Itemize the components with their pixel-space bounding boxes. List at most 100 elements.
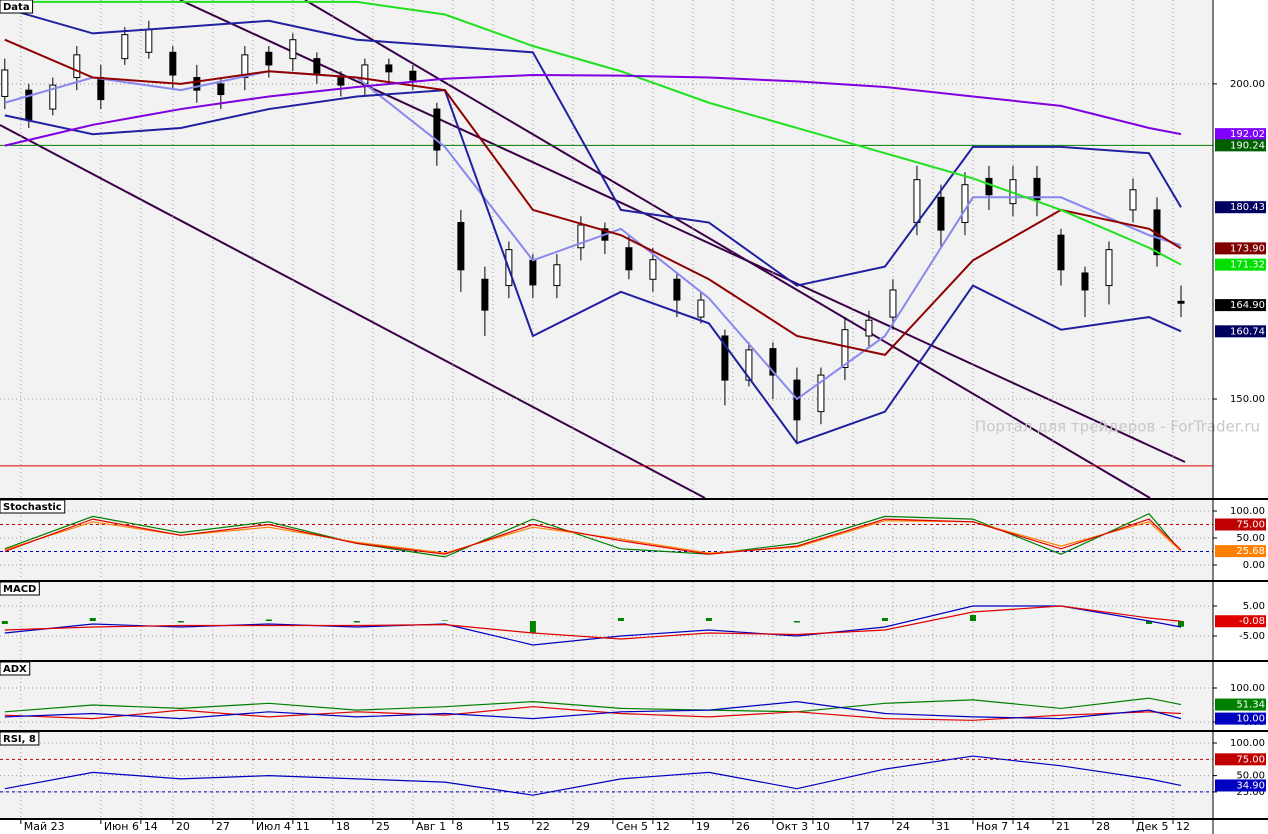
value-label: 75.00 xyxy=(1236,520,1265,531)
value-label: 164.90 xyxy=(1230,300,1265,311)
y-tick-label: 100.00 xyxy=(1230,683,1265,694)
y-tick-label: 200.00 xyxy=(1230,79,1265,90)
candle-body xyxy=(409,70,417,81)
series-line xyxy=(4,74,1182,147)
x-tick-label: 12 xyxy=(656,820,670,833)
candle-body xyxy=(241,54,249,79)
candle-body xyxy=(313,58,321,76)
value-label-box xyxy=(1215,139,1266,152)
x-tick-label: 24 xyxy=(896,820,910,833)
histogram-bar xyxy=(1177,621,1184,627)
candle-body xyxy=(889,289,897,318)
x-tick-label: Ноя 7 xyxy=(976,820,1008,833)
panel xyxy=(0,500,1213,580)
histogram-bar xyxy=(353,621,360,623)
histogram-bar xyxy=(265,619,272,621)
x-tick-label: 18 xyxy=(336,820,350,833)
series-line xyxy=(4,70,1182,401)
plot-background xyxy=(0,0,1213,818)
histogram-bar xyxy=(441,620,448,621)
x-tick-label: 31 xyxy=(936,820,950,833)
x-tick-label: 21 xyxy=(1056,820,1070,833)
y-tick-label: 25.00 xyxy=(1236,787,1265,798)
candle-body xyxy=(529,259,537,286)
histogram-bar xyxy=(1,621,8,624)
panel-title: RSI, 8 xyxy=(3,734,36,745)
x-tick-label: 11 xyxy=(296,820,310,833)
panel-title: Data xyxy=(3,2,30,13)
y-tick-label: 150.00 xyxy=(1230,394,1265,405)
histogram-bar xyxy=(617,618,624,621)
series-line xyxy=(4,706,1182,721)
histogram-bar xyxy=(1145,621,1152,624)
x-tick-label: 15 xyxy=(496,820,510,833)
candle-body xyxy=(1033,177,1041,201)
series-line xyxy=(4,89,1182,445)
candle-body xyxy=(913,179,921,224)
value-label-box xyxy=(1215,201,1266,214)
histogram-bar xyxy=(969,615,976,621)
panel-title: Stochastic xyxy=(3,502,62,513)
value-label-box xyxy=(1215,753,1266,766)
candle-body xyxy=(985,177,993,196)
candle-body xyxy=(673,278,681,301)
series-line xyxy=(4,520,1182,554)
panel-title: ADX xyxy=(3,664,27,675)
value-label-box xyxy=(1215,325,1266,338)
candle-body xyxy=(1177,300,1185,304)
candle-body xyxy=(745,349,753,381)
candle-body xyxy=(721,335,729,381)
candle-body xyxy=(937,196,945,231)
panel-title-box xyxy=(0,661,31,676)
x-tick-label: Сен 5 xyxy=(616,820,648,833)
value-label: 180.43 xyxy=(1230,202,1265,213)
histogram-bar xyxy=(881,618,888,621)
panel xyxy=(0,0,1213,498)
candle-body xyxy=(697,299,705,318)
series-line xyxy=(4,697,1182,713)
x-tick-label: Май 23 xyxy=(24,820,65,833)
x-tick-label: 22 xyxy=(536,820,550,833)
value-label-box xyxy=(1215,242,1266,255)
panel-title-box xyxy=(0,581,40,596)
panel-title-box xyxy=(0,499,66,514)
panel xyxy=(0,582,1213,660)
panel xyxy=(0,662,1213,730)
value-label-box xyxy=(1215,615,1266,628)
x-tick-label: 25 xyxy=(376,820,390,833)
histogram-bar xyxy=(89,618,96,621)
channel-line xyxy=(304,0,1151,498)
value-label: 171.32 xyxy=(1230,260,1265,271)
x-tick-label: 8 xyxy=(456,820,463,833)
candle-body xyxy=(97,77,105,101)
series-line xyxy=(4,0,1182,266)
value-label: 10.00 xyxy=(1236,714,1265,725)
candle-body xyxy=(217,83,225,96)
x-tick-label: 14 xyxy=(144,820,158,833)
value-label: 34.90 xyxy=(1236,780,1265,791)
candle-body xyxy=(577,224,585,249)
x-tick-label: 10 xyxy=(816,820,830,833)
panel-title-box xyxy=(0,731,40,746)
series-line xyxy=(4,38,1182,357)
watermark: Портал для трейдеров - ForTrader.ru xyxy=(975,418,1260,436)
value-label-box xyxy=(1215,698,1266,711)
histogram-bar xyxy=(177,621,184,623)
channel-line xyxy=(0,124,706,498)
value-label-box xyxy=(1215,779,1266,792)
x-tick-label: 17 xyxy=(856,820,870,833)
series-line xyxy=(4,512,1182,558)
value-label: 75.00 xyxy=(1236,754,1265,765)
series-line xyxy=(4,701,1182,720)
value-label-box xyxy=(1215,545,1266,558)
candle-body xyxy=(385,64,393,73)
value-label: 25.68 xyxy=(1236,546,1265,557)
x-tick-label: 14 xyxy=(1016,820,1030,833)
x-tick-label: 12 xyxy=(1176,820,1190,833)
x-tick-label: 27 xyxy=(216,820,230,833)
x-tick-label: 28 xyxy=(1096,820,1110,833)
series-line xyxy=(4,755,1182,796)
histogram-bar xyxy=(529,621,536,633)
panel-title: MACD xyxy=(3,584,36,595)
